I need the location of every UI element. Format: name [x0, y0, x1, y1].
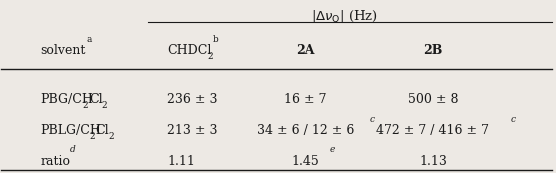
Text: PBLG/CH: PBLG/CH: [40, 124, 101, 137]
Text: 2A: 2A: [296, 44, 315, 57]
Text: CHDCl: CHDCl: [167, 44, 212, 57]
Text: c: c: [510, 115, 515, 124]
Text: 2: 2: [101, 101, 107, 110]
Text: ratio: ratio: [40, 155, 70, 168]
Text: b: b: [214, 35, 219, 44]
Text: e: e: [330, 145, 335, 154]
Text: 2: 2: [90, 132, 95, 141]
Text: Cl: Cl: [89, 93, 102, 106]
Text: 2B: 2B: [423, 44, 443, 57]
Text: 500 ± 8: 500 ± 8: [408, 93, 458, 106]
Text: 16 ± 7: 16 ± 7: [285, 93, 327, 106]
Text: 1.45: 1.45: [292, 155, 320, 168]
Text: 472 ± 7 / 416 ± 7: 472 ± 7 / 416 ± 7: [376, 124, 489, 137]
Text: 2: 2: [207, 52, 213, 61]
Text: 1.13: 1.13: [419, 155, 447, 168]
Text: 2: 2: [82, 101, 88, 110]
Text: d: d: [70, 145, 75, 154]
Text: 2: 2: [108, 132, 114, 141]
Text: Cl: Cl: [96, 124, 109, 137]
Text: |$\Delta\nu_{\rm Q}$| (Hz): |$\Delta\nu_{\rm Q}$| (Hz): [311, 8, 378, 25]
Text: c: c: [369, 115, 374, 124]
Text: PBG/CH: PBG/CH: [40, 93, 93, 106]
Text: 236 ± 3: 236 ± 3: [167, 93, 218, 106]
Text: solvent: solvent: [40, 44, 86, 57]
Text: a: a: [86, 35, 91, 44]
Text: 213 ± 3: 213 ± 3: [167, 124, 218, 137]
Text: 34 ± 6 / 12 ± 6: 34 ± 6 / 12 ± 6: [257, 124, 354, 137]
Text: 1.11: 1.11: [167, 155, 195, 168]
